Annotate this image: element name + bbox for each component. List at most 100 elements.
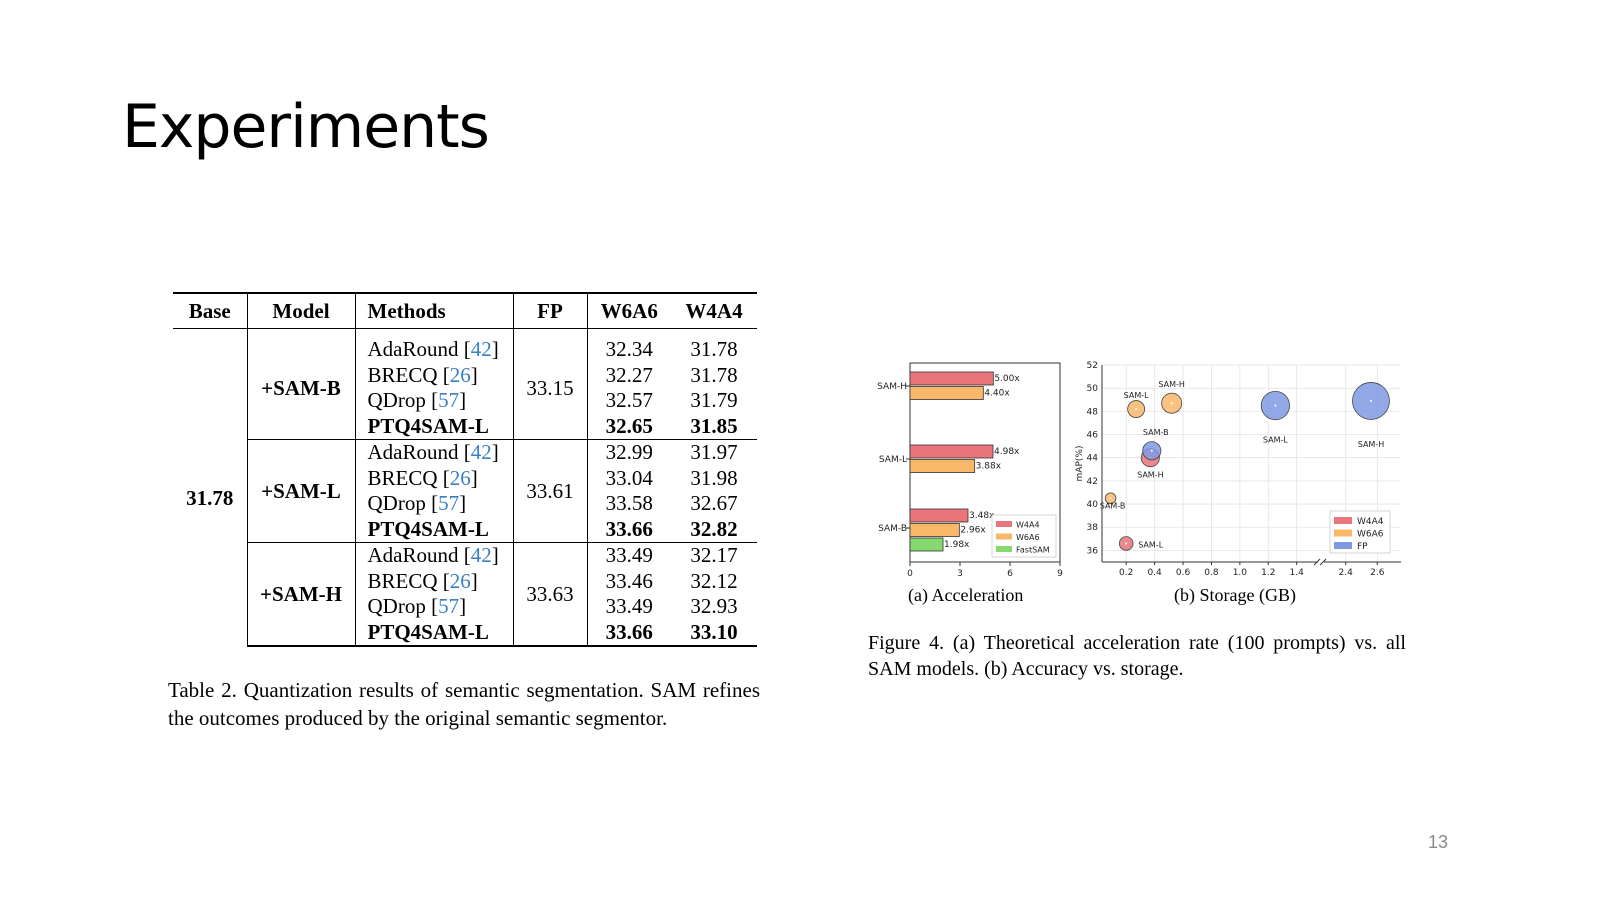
bubble-center — [1170, 402, 1173, 405]
y-tick-label: 42 — [1087, 477, 1098, 487]
table-cell: 32.27 — [605, 362, 653, 387]
axis-break-mark — [1313, 558, 1321, 566]
citation-link[interactable]: 42 — [470, 440, 492, 464]
header-methods: Methods — [355, 292, 514, 329]
y-tick-label: 50 — [1087, 384, 1099, 394]
header-base: Base — [173, 292, 248, 329]
legend-label: W4A4 — [1016, 521, 1040, 530]
category-label: SAM-B — [878, 524, 907, 534]
x-tick-label: 0.6 — [1176, 568, 1191, 578]
legend-label: FP — [1357, 542, 1368, 552]
y-tick-label: 36 — [1087, 546, 1099, 556]
category-label: SAM-H — [877, 382, 907, 392]
y-tick-label: 46 — [1087, 431, 1099, 441]
legend-swatch — [996, 546, 1012, 552]
w4a4-values: 31.78 31.78 31.79 31.85 — [671, 337, 757, 440]
x-tick-label: 2.4 — [1339, 568, 1354, 578]
acceleration-chart: 0 3 6 9 5.00x 4.40x SAM-H 4.98x 3.88x SAM-L 3.48x 2… — [877, 362, 1063, 579]
citation-link[interactable]: 26 — [449, 568, 471, 593]
table-cell: 32.17 — [690, 543, 738, 567]
bubble-label: SAM-L — [1263, 436, 1288, 445]
w4a4-values: 31.97 31.98 32.67 32.82 — [671, 439, 757, 543]
table-cell: 33.04 — [605, 465, 653, 490]
bubble-label: SAM-L — [1124, 391, 1149, 400]
y-tick-label: 40 — [1087, 500, 1099, 510]
table-caption: Table 2. Quantization results of semanti… — [168, 678, 760, 730]
table-cell: 33.46 — [605, 568, 653, 593]
bar — [909, 444, 994, 459]
x-tick-label: 0.4 — [1147, 568, 1162, 578]
legend-label: FastSAM — [1016, 546, 1050, 555]
table-cell: 32.12 — [690, 568, 738, 593]
citation-link[interactable]: 42 — [470, 337, 492, 361]
table-cell: 31.97 — [690, 440, 738, 464]
table-cell: 31.98 — [690, 465, 738, 490]
table-cell: 33.58 — [605, 491, 653, 515]
table-group-sam-l: +SAM-L AdaRound [42] BRECQ [26] QDrop [5… — [173, 439, 757, 543]
legend-swatch — [1334, 542, 1352, 549]
x-tick-label: 1.0 — [1233, 568, 1248, 578]
method-row: BRECQ [26] — [367, 362, 478, 387]
method-row: BRECQ [26] — [367, 465, 478, 490]
bubble-label: SAM-L — [1138, 540, 1163, 549]
bar — [909, 523, 960, 537]
x-tick-label: 0 — [907, 569, 913, 579]
citation-link[interactable]: 57 — [438, 491, 460, 515]
citation-link[interactable]: 57 — [438, 594, 460, 618]
bar-value-label: 3.88x — [976, 462, 1002, 472]
x-tick-label: 2.6 — [1370, 568, 1385, 578]
w6a6-values: 33.49 33.46 33.49 33.66 — [587, 542, 671, 647]
model-sam-l: +SAM-L — [247, 439, 356, 543]
table-group-sam-h: +SAM-H AdaRound [42] BRECQ [26] QDrop [5… — [173, 542, 757, 647]
method-row: QDrop [57] — [367, 491, 467, 515]
table-cell: 32.67 — [690, 491, 738, 515]
method-row: QDrop [57] — [367, 388, 467, 412]
header-fp: FP — [513, 292, 588, 329]
header-w6a6: W6A6 — [587, 292, 671, 329]
x-tick-label: 0.8 — [1204, 568, 1219, 578]
table-cell: 31.78 — [690, 337, 738, 361]
table-cell: 32.99 — [605, 440, 653, 464]
fp-value: 33.15 — [513, 337, 588, 440]
x-tick-label: 1.4 — [1290, 568, 1305, 578]
bar-value-label: 5.00x — [994, 374, 1020, 384]
legend-swatch — [996, 521, 1012, 527]
bar — [909, 459, 976, 473]
citation-link[interactable]: 57 — [438, 388, 460, 412]
results-table: Base Model Methods FP W6A6 W4A4 31.78 +S… — [173, 292, 757, 647]
citation-link[interactable]: 42 — [470, 543, 492, 567]
table-cell: 31.78 — [690, 362, 738, 387]
bar-value-label: 2.96x — [960, 526, 986, 536]
y-tick-label: 52 — [1087, 361, 1098, 371]
method-row: PTQ4SAM-L — [367, 619, 489, 644]
table-cell: 32.65 — [605, 413, 653, 438]
legend-swatch — [996, 533, 1012, 540]
w4a4-values: 32.17 32.12 32.93 33.10 — [671, 542, 757, 647]
methods-list: AdaRound [42] BRECQ [26] QDrop [57] PTQ4… — [355, 542, 514, 647]
bubble-center — [1150, 449, 1153, 452]
subcaption-acceleration: (a) Acceleration — [908, 585, 1024, 605]
bubble-center — [1135, 408, 1138, 411]
table-cell: 32.93 — [690, 594, 738, 618]
citation-link[interactable]: 26 — [449, 465, 471, 490]
category-label: SAM-L — [879, 455, 907, 465]
model-sam-h: +SAM-H — [247, 542, 356, 647]
subcaption-storage: (b) Storage (GB) — [1174, 585, 1296, 605]
x-tick-label: 1.2 — [1261, 568, 1275, 578]
bar — [909, 537, 944, 552]
legend-swatch — [1334, 517, 1352, 524]
legend-label: W6A6 — [1016, 533, 1040, 542]
table-cell: 33.49 — [605, 594, 653, 618]
bubble-center — [1369, 399, 1372, 402]
bubble-label: SAM-B — [1100, 501, 1126, 510]
bar — [909, 386, 984, 400]
figure-caption: Figure 4. (a) Theoretical acceleration r… — [868, 632, 1406, 680]
table-cell: 33.49 — [605, 543, 653, 567]
citation-link[interactable]: 26 — [449, 362, 471, 387]
x-tick-label: 0.2 — [1119, 568, 1133, 578]
bubble-center — [1274, 404, 1277, 407]
figure-panel: 0 3 6 9 5.00x 4.40x SAM-H 4.98x 3.88x SAM-L 3.48x 2… — [868, 355, 1408, 615]
w6a6-values: 32.34 32.27 32.57 32.65 — [587, 337, 671, 440]
base-value: 31.78 — [173, 337, 248, 646]
y-axis-label: mAP(%) — [1075, 446, 1085, 482]
